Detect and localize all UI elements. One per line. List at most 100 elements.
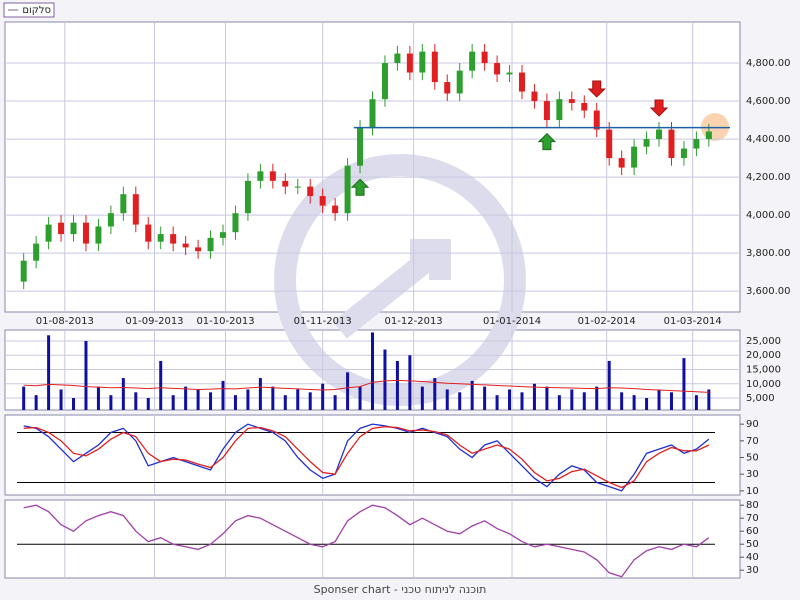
candle-body xyxy=(244,180,251,214)
volume-bar xyxy=(84,340,88,410)
candle-body xyxy=(70,222,77,235)
volume-bar xyxy=(420,386,424,410)
y-tick-label: 70 xyxy=(746,436,759,447)
volume-bar xyxy=(109,395,113,410)
x-tick-label: 01-01-2014 xyxy=(483,316,541,327)
y-tick-label: 5,000 xyxy=(746,393,775,404)
candle-body xyxy=(182,243,189,248)
volume-bar xyxy=(146,398,150,410)
candle-body xyxy=(531,91,538,102)
volume-bar xyxy=(508,389,512,410)
indicator-line xyxy=(23,426,710,489)
candle-body xyxy=(344,165,351,214)
candle-body xyxy=(631,146,638,168)
candle-body xyxy=(431,51,438,83)
volume-bar xyxy=(22,386,26,410)
volume-bar xyxy=(221,380,225,410)
candle-body xyxy=(556,99,563,121)
candle-body xyxy=(20,260,27,282)
candle-body xyxy=(82,222,89,244)
y-tick-label: 50 xyxy=(746,539,759,550)
legend-label: סלקום xyxy=(22,5,51,16)
y-tick-label: 3,800.00 xyxy=(746,248,791,259)
volume-bar xyxy=(96,386,100,410)
volume-bar xyxy=(545,386,549,410)
candle-body xyxy=(145,224,152,242)
y-tick-label: 80 xyxy=(746,500,759,511)
candle-body xyxy=(481,51,488,64)
candle-body xyxy=(257,171,264,181)
candle-body xyxy=(543,101,550,121)
y-tick-label: 4,400.00 xyxy=(746,134,791,145)
candle-body xyxy=(282,180,289,187)
candle-body xyxy=(357,127,364,166)
candle-body xyxy=(643,139,650,147)
y-tick-label: 4,600.00 xyxy=(746,96,791,107)
volume-bar xyxy=(296,389,300,410)
moving-average xyxy=(23,379,709,393)
y-tick-label: 15,000 xyxy=(746,365,781,376)
candle-body xyxy=(95,226,102,244)
sell-arrow xyxy=(649,99,669,117)
candle-body xyxy=(369,99,376,128)
x-tick-label: 01-02-2014 xyxy=(578,316,636,327)
volume-bar xyxy=(258,378,262,410)
volume-bar xyxy=(134,392,138,410)
volume-bar xyxy=(246,389,250,410)
volume-bar xyxy=(495,395,499,410)
candle-body xyxy=(269,171,276,181)
y-tick-label: 4,800.00 xyxy=(746,58,791,69)
volume-bar xyxy=(408,355,412,410)
volume-bar xyxy=(582,392,586,410)
volume-bar xyxy=(682,358,686,410)
candle-body xyxy=(456,70,463,94)
y-tick-label: 25,000 xyxy=(746,336,781,347)
volume-bar xyxy=(283,395,287,410)
candle-body xyxy=(506,72,513,75)
y-tick-label: 4,200.00 xyxy=(746,172,791,183)
watermark-arrow xyxy=(333,239,451,339)
x-tick-label: 01-11-2013 xyxy=(294,316,352,327)
volume-bar xyxy=(34,395,38,410)
x-tick-label: 01-09-2013 xyxy=(125,316,183,327)
y-tick-label: 4,000.00 xyxy=(746,210,791,221)
volume-bar xyxy=(333,395,337,410)
volume-bar xyxy=(308,392,312,410)
candle-body xyxy=(381,63,388,100)
x-tick-label: 01-10-2013 xyxy=(196,316,254,327)
y-tick-label: 60 xyxy=(746,526,759,537)
volume-bar xyxy=(645,398,649,410)
volume-bar xyxy=(433,378,437,410)
candle-body xyxy=(319,196,326,206)
x-tick-label: 01-08-2013 xyxy=(36,316,94,327)
candle-body xyxy=(220,232,227,238)
candle-body xyxy=(568,99,575,103)
candle-body xyxy=(444,82,451,94)
volume-bar xyxy=(72,398,76,410)
candle-body xyxy=(232,213,239,233)
candle-body xyxy=(132,194,139,225)
candle-body xyxy=(332,205,339,214)
volume-bar xyxy=(445,389,449,410)
y-tick-label: 20,000 xyxy=(746,350,781,361)
candle-body xyxy=(33,243,40,261)
volume-bar xyxy=(184,386,188,410)
candle-body xyxy=(606,129,613,159)
volume-bar xyxy=(470,380,474,410)
volume-bar xyxy=(209,392,213,410)
candle-body xyxy=(668,129,675,159)
buy-arrow xyxy=(350,178,370,196)
candle-body xyxy=(656,129,663,140)
y-tick-label: 40 xyxy=(746,552,759,563)
candle-body xyxy=(494,63,501,75)
indicator-line xyxy=(23,504,710,578)
candle-body xyxy=(593,110,600,130)
x-tick-label: 01-12-2013 xyxy=(385,316,443,327)
y-tick-label: 70 xyxy=(746,513,759,524)
volume-bar xyxy=(346,372,350,410)
candle-body xyxy=(406,53,413,73)
volume-bar xyxy=(321,383,325,410)
volume-bar xyxy=(657,389,661,410)
candle-body xyxy=(170,234,177,244)
y-tick-label: 30 xyxy=(746,469,759,480)
